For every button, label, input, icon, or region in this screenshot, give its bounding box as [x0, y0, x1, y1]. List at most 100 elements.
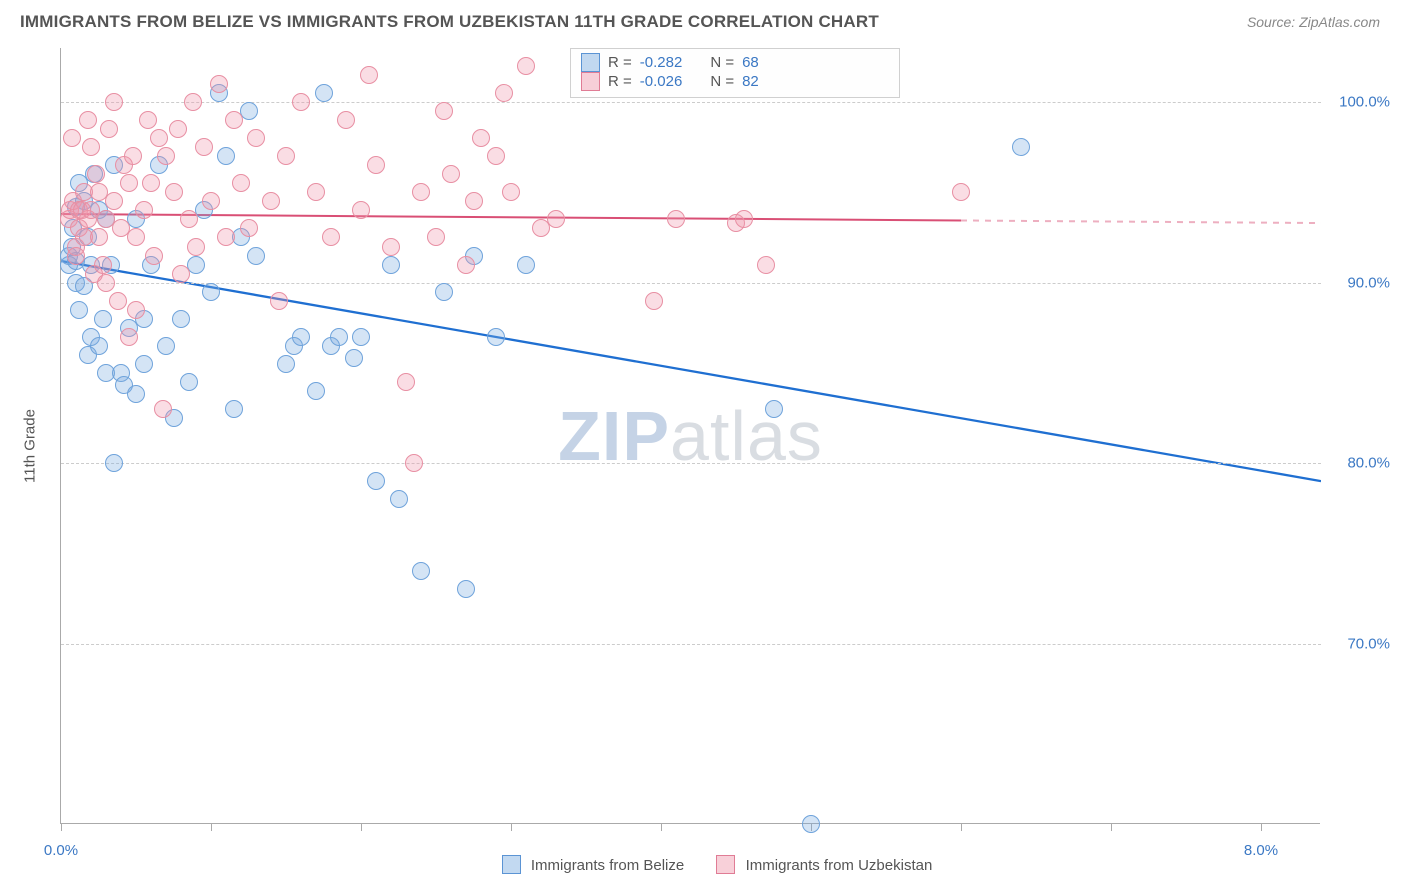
- data-point: [70, 301, 88, 319]
- data-point: [382, 256, 400, 274]
- data-point: [360, 66, 378, 84]
- data-point: [412, 562, 430, 580]
- data-point: [345, 349, 363, 367]
- data-point: [277, 147, 295, 165]
- data-point: [127, 385, 145, 403]
- data-point: [202, 283, 220, 301]
- data-point: [157, 337, 175, 355]
- data-point: [90, 228, 108, 246]
- data-point: [105, 93, 123, 111]
- data-point: [247, 129, 265, 147]
- data-point: [240, 219, 258, 237]
- data-point: [94, 310, 112, 328]
- data-point: [367, 472, 385, 490]
- swatch-blue-icon: [502, 855, 521, 874]
- data-point: [390, 490, 408, 508]
- data-point: [97, 274, 115, 292]
- data-point: [502, 183, 520, 201]
- data-point: [645, 292, 663, 310]
- data-point: [109, 292, 127, 310]
- swatch-blue-icon: [581, 53, 600, 72]
- data-point: [765, 400, 783, 418]
- x-tick: [961, 823, 962, 831]
- data-point: [180, 210, 198, 228]
- data-point: [87, 165, 105, 183]
- data-point: [127, 228, 145, 246]
- data-point: [1012, 138, 1030, 156]
- r-label: R =: [608, 54, 632, 71]
- data-point: [352, 328, 370, 346]
- r-label: R =: [608, 73, 632, 90]
- data-point: [145, 247, 163, 265]
- data-point: [187, 238, 205, 256]
- data-point: [172, 310, 190, 328]
- data-point: [105, 454, 123, 472]
- swatch-pink-icon: [581, 72, 600, 91]
- gridline: [61, 463, 1321, 464]
- data-point: [165, 183, 183, 201]
- data-point: [457, 256, 475, 274]
- data-point: [79, 111, 97, 129]
- data-point: [124, 147, 142, 165]
- x-tick: [361, 823, 362, 831]
- data-point: [495, 84, 513, 102]
- x-tick: [1111, 823, 1112, 831]
- y-axis-label: 11th Grade: [22, 409, 39, 483]
- legend-label-belize: Immigrants from Belize: [531, 857, 684, 874]
- y-tick-label: 100.0%: [1330, 94, 1390, 111]
- data-point: [82, 138, 100, 156]
- data-point: [142, 174, 160, 192]
- source-attribution: Source: ZipAtlas.com: [1247, 14, 1380, 30]
- data-point: [270, 292, 288, 310]
- data-point: [487, 328, 505, 346]
- data-point: [120, 174, 138, 192]
- source-prefix: Source:: [1247, 14, 1299, 30]
- r-value-uzbekistan: -0.026: [640, 73, 683, 90]
- data-point: [412, 183, 430, 201]
- data-point: [90, 337, 108, 355]
- data-point: [157, 147, 175, 165]
- data-point: [292, 328, 310, 346]
- x-tick: [661, 823, 662, 831]
- data-point: [427, 228, 445, 246]
- data-point: [307, 382, 325, 400]
- source-link[interactable]: ZipAtlas.com: [1299, 14, 1380, 30]
- data-point: [487, 147, 505, 165]
- data-point: [667, 210, 685, 228]
- legend-row-belize: R = -0.282 N = 68: [581, 53, 889, 72]
- data-point: [195, 138, 213, 156]
- x-tick: [511, 823, 512, 831]
- n-value-uzbekistan: 82: [742, 73, 759, 90]
- data-point: [120, 328, 138, 346]
- data-point: [517, 256, 535, 274]
- data-point: [457, 580, 475, 598]
- data-point: [315, 84, 333, 102]
- data-point: [154, 400, 172, 418]
- data-point: [202, 192, 220, 210]
- data-point: [735, 210, 753, 228]
- data-point: [435, 283, 453, 301]
- data-point: [172, 265, 190, 283]
- data-point: [180, 373, 198, 391]
- data-point: [322, 228, 340, 246]
- data-point: [382, 238, 400, 256]
- data-point: [67, 247, 85, 265]
- swatch-pink-icon: [716, 855, 735, 874]
- data-point: [217, 147, 235, 165]
- scatter-plot-area: ZIPatlas 70.0%80.0%90.0%100.0%0.0%8.0%: [60, 48, 1320, 824]
- trend-lines-layer: [61, 48, 1321, 824]
- data-point: [472, 129, 490, 147]
- y-tick-label: 90.0%: [1330, 274, 1390, 291]
- data-point: [232, 174, 250, 192]
- data-point: [442, 165, 460, 183]
- data-point: [352, 201, 370, 219]
- correlation-legend: R = -0.282 N = 68 R = -0.026 N = 82: [570, 48, 900, 98]
- data-point: [465, 192, 483, 210]
- data-point: [547, 210, 565, 228]
- data-point: [169, 120, 187, 138]
- chart-title: IMMIGRANTS FROM BELIZE VS IMMIGRANTS FRO…: [20, 12, 879, 32]
- data-point: [63, 129, 81, 147]
- data-point: [94, 256, 112, 274]
- data-point: [225, 111, 243, 129]
- data-point: [337, 111, 355, 129]
